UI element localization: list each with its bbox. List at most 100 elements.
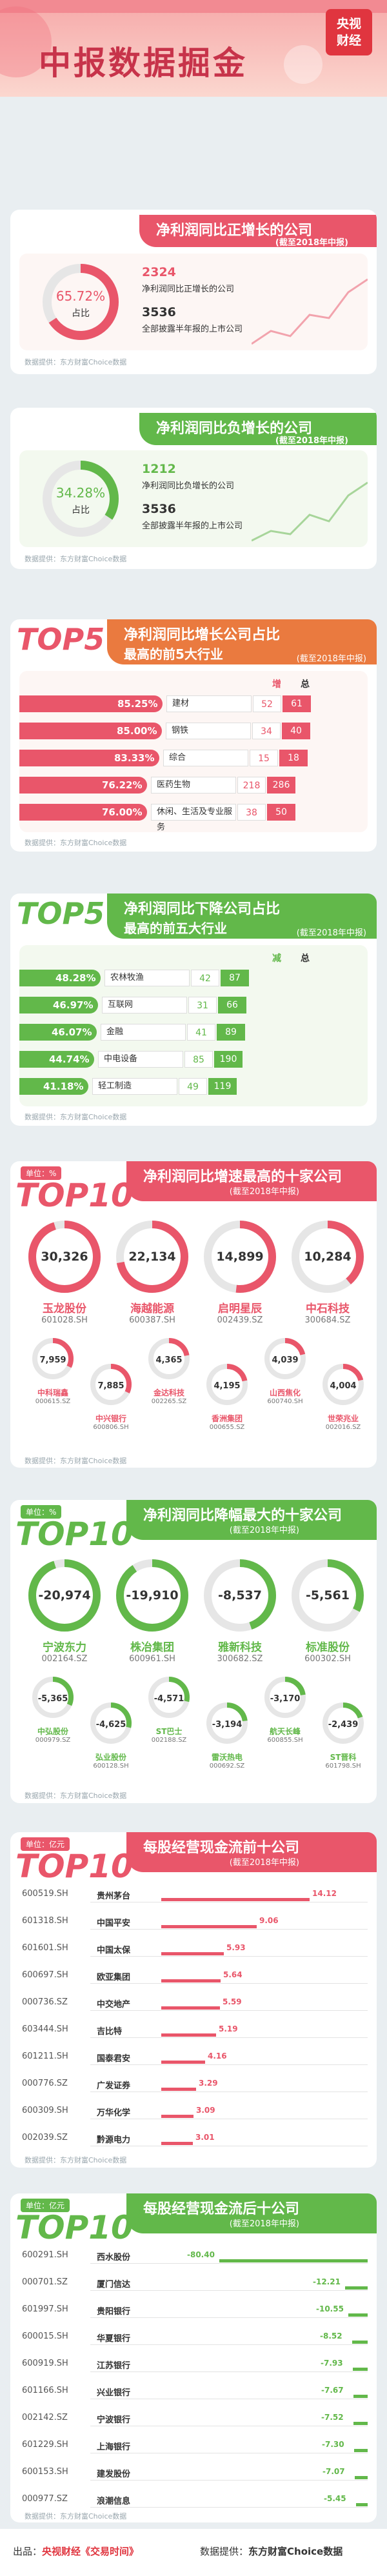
stock-code: 601211.SH: [22, 2052, 68, 2061]
stock-code: 601318.SH: [22, 1916, 68, 1926]
cashflow-bar: [161, 2033, 216, 2037]
industry-count: 41: [187, 1024, 215, 1041]
ring-arc: [90, 1702, 132, 1744]
company-ring: -4,625: [90, 1702, 132, 1744]
stock-name: 广发证券: [97, 2081, 131, 2091]
company-name: 雷沃热电: [211, 1753, 243, 1762]
company-name: 中石科技: [306, 1303, 350, 1315]
ring-arc: [264, 1338, 306, 1379]
company-item: 4,004 世荣兆业 002016.SZ: [313, 1361, 373, 1431]
company-name: 玉龙股份: [43, 1303, 86, 1315]
total-value: 3536: [142, 502, 176, 516]
company-value: 7,959: [39, 1355, 66, 1365]
donut-arc: [43, 461, 119, 537]
donut-chart: 65.72% 占比: [43, 264, 119, 340]
industry-percent: 41.18%: [43, 1081, 84, 1092]
company-code: 002265.SZ: [151, 1398, 187, 1405]
count-label: 净利润同比负增长的公司: [142, 481, 235, 491]
industry-percent: 83.33%: [114, 752, 155, 764]
ring-arc: [206, 1702, 248, 1744]
industry-name: 互联网: [102, 997, 187, 1013]
company-value: 4,365: [155, 1355, 182, 1365]
footer-data-provider: 数据提供：东方财富Choice数据: [200, 2546, 343, 2557]
industry-count: 85: [184, 1051, 213, 1068]
section-cashflow-bottom10: 单位：亿元 TOP10 每股经营现金流后十公司 (截至2018年中报) 6002…: [10, 2193, 377, 2522]
cashflow-row: 002039.SZ 黔源电力 3.01: [19, 2129, 368, 2148]
ring-arc: [28, 1221, 101, 1293]
ring-arc: [116, 1559, 188, 1632]
stock-code: 600291.SH: [22, 2250, 68, 2260]
company-ring: 30,326: [28, 1221, 101, 1293]
stock-code: 600015.SH: [22, 2331, 68, 2341]
cashflow-value: 5.64: [223, 1970, 243, 1979]
company-name: 株冶集团: [130, 1641, 174, 1654]
industry-row: 46.97% 互联网 31 66: [19, 997, 368, 1013]
industry-name: 金融: [101, 1024, 186, 1041]
company-item: 4,195 香洲集团 000655.SZ: [197, 1361, 257, 1431]
industry-count: 52: [253, 695, 281, 712]
company-item: 22,134 海越能源 600387.SH: [108, 1219, 196, 1325]
ring-arc: [292, 1221, 364, 1293]
donut-panel: 65.72% 占比 2324 净利润同比正增长的公司 3536 全部披露半年报的…: [19, 254, 368, 350]
data-credit: 数据提供：东方财富Choice数据: [25, 358, 127, 366]
company-value: 7,885: [97, 1381, 124, 1391]
cashflow-bar: [161, 1898, 310, 1901]
company-ring: -4,571: [148, 1677, 190, 1718]
unit-label: 单位：亿元: [21, 1837, 70, 1851]
company-value: 4,039: [272, 1355, 298, 1365]
row-line: [90, 2064, 368, 2065]
company-value: 4,004: [330, 1381, 356, 1391]
company-item: 10,284 中石科技 300684.SZ: [284, 1219, 372, 1325]
section-title: 净利润同比正增长的公司 (截至2018年中报): [139, 215, 377, 248]
cashflow-value: 5.19: [219, 2024, 238, 2033]
cashflow-row: 600697.SH 欧亚集团 5.64: [19, 1966, 368, 1986]
stock-name: 上海银行: [97, 2442, 131, 2452]
stock-code: 000776.SZ: [22, 2079, 68, 2088]
industry-percent: 76.22%: [102, 779, 143, 791]
company-code: 600961.SH: [129, 1654, 175, 1664]
industry-count: 15: [250, 750, 278, 766]
company-item: 14,899 启明星辰 002439.SZ: [196, 1219, 284, 1325]
stock-name: 兴业银行: [97, 2388, 131, 2398]
company-name: 航天长峰: [269, 1727, 301, 1736]
row-line: [90, 2371, 368, 2372]
stock-name: 华夏银行: [97, 2334, 131, 2344]
cashflow-value: 3.29: [199, 2079, 218, 2088]
company-ring: 14,899: [204, 1221, 276, 1293]
company-value: -19,910: [126, 1588, 178, 1603]
stock-code: 000977.SZ: [22, 2494, 68, 2504]
stock-name: 西水股份: [97, 2253, 131, 2262]
cashflow-bar: [345, 2286, 368, 2290]
total-value: 3536: [142, 305, 176, 319]
stock-code: 603444.SH: [22, 2024, 68, 2034]
col-total-header: 总: [301, 679, 310, 690]
company-name: ST巴士: [155, 1727, 183, 1736]
industry-row: 44.74% 中电设备 85 190: [19, 1051, 368, 1068]
cashflow-value: -7.30: [322, 2440, 344, 2449]
top-badge: TOP10: [15, 1515, 134, 1553]
industry-total: 89: [217, 1024, 245, 1041]
company-value: -3,194: [212, 1720, 243, 1730]
company-value: -20,974: [38, 1588, 90, 1603]
industry-name: 农林牧渔: [104, 970, 190, 986]
company-name: ST晋科: [330, 1753, 357, 1762]
cashflow-bar: [353, 2395, 368, 2398]
stock-code: 600919.SH: [22, 2359, 68, 2368]
top-badge: TOP5: [17, 622, 105, 657]
section-title: 每股经营现金流后十公司: [126, 2193, 377, 2233]
row-line: [90, 2263, 368, 2264]
cashflow-bar: [161, 2061, 205, 2064]
industry-total: 286: [267, 777, 295, 794]
stock-code: 600309.SH: [22, 2106, 68, 2115]
industry-row: 48.28% 农林牧渔 42 87: [19, 970, 368, 986]
section-negative-growth: 净利润同比负增长的公司 (截至2018年中报) 34.28% 占比 1212 净…: [10, 408, 377, 569]
company-item: 7,885 中兴银行 600806.SH: [81, 1361, 141, 1431]
cashflow-bar: [353, 2368, 368, 2371]
cashflow-row: 000977.SZ 浪潮信息 -5.45: [19, 2490, 368, 2510]
industry-row: 46.07% 金融 41 89: [19, 1024, 368, 1041]
cashflow-row: 600309.SH 万华化学 3.09: [19, 2102, 368, 2121]
stock-code: 601229.SH: [22, 2440, 68, 2450]
company-code: 600128.SH: [93, 1762, 129, 1770]
industry-name: 轻工制造: [92, 1078, 177, 1095]
company-code: 002164.SZ: [41, 1654, 88, 1664]
